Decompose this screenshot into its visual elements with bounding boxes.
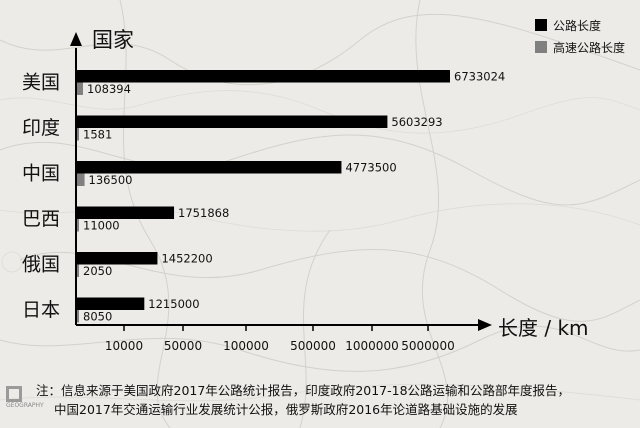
highway-length-bar bbox=[77, 82, 84, 95]
footnote-line-2: 中国2017年交通运输行业发展统计公报，俄罗斯政府2016年论道路基础设施的发展 bbox=[54, 402, 518, 417]
highway-length-data-label: 2050 bbox=[83, 264, 112, 278]
legend-item-highway-length: 高速公路长度 bbox=[535, 36, 625, 58]
category-label: 印度 bbox=[22, 117, 60, 139]
road-length-bar bbox=[77, 206, 175, 219]
highway-length-data-label: 8050 bbox=[83, 310, 112, 324]
watermark-logo-icon bbox=[6, 386, 22, 402]
highway-length-data-label: 136500 bbox=[89, 173, 133, 187]
y-axis-arrow bbox=[70, 32, 82, 46]
highway-length-bar bbox=[77, 264, 79, 277]
x-axis-title: 长度 / km bbox=[498, 316, 589, 340]
geography-watermark: GEOGRAPHY bbox=[6, 386, 44, 416]
x-axis-arrow bbox=[478, 319, 492, 331]
road-length-data-label: 1215000 bbox=[148, 297, 199, 311]
legend-label-highway-length: 高速公路长度 bbox=[553, 40, 626, 55]
chart-legend: 公路长度 高速公路长度 bbox=[535, 14, 625, 58]
highway-length-bar bbox=[77, 219, 79, 232]
road-length-bar bbox=[77, 252, 158, 265]
highway-length-bar bbox=[77, 173, 85, 186]
legend-item-road-length: 公路长度 bbox=[535, 14, 625, 36]
x-tick-label: 1000000 bbox=[345, 339, 398, 353]
category-label: 俄国 bbox=[22, 254, 60, 276]
road-length-data-label: 6733024 bbox=[454, 70, 505, 84]
road-length-data-label: 5603293 bbox=[391, 115, 442, 129]
legend-swatch-road-length bbox=[535, 19, 547, 31]
watermark-text: GEOGRAPHY bbox=[6, 402, 44, 409]
x-tick-label: 500000 bbox=[290, 339, 336, 353]
road-length-bar bbox=[77, 70, 450, 83]
road-length-bar bbox=[77, 297, 145, 310]
highway-length-bar bbox=[77, 128, 79, 141]
road-length-data-label: 4773500 bbox=[345, 161, 396, 175]
category-label: 日本 bbox=[22, 299, 60, 321]
x-tick-label: 100000 bbox=[223, 339, 269, 353]
road-length-bar bbox=[77, 161, 342, 174]
highway-length-bar bbox=[77, 310, 79, 323]
legend-swatch-highway-length bbox=[535, 41, 547, 53]
road-length-data-label: 1452200 bbox=[161, 252, 212, 266]
chart-footnote: 注：信息来源于美国政府2017年公路统计报告，印度政府2017-18公路运输和公… bbox=[36, 381, 570, 419]
footnote-line-1: 注：信息来源于美国政府2017年公路统计报告，印度政府2017-18公路运输和公… bbox=[36, 383, 571, 398]
category-label: 巴西 bbox=[22, 208, 60, 230]
legend-label-road-length: 公路长度 bbox=[553, 18, 602, 33]
chart-axes bbox=[70, 32, 492, 331]
highway-length-data-label: 1581 bbox=[83, 128, 112, 142]
category-label: 美国 bbox=[22, 72, 60, 94]
x-tick-label: 10000 bbox=[105, 339, 143, 353]
category-label: 中国 bbox=[22, 163, 60, 185]
x-tick-label: 50000 bbox=[164, 339, 202, 353]
highway-length-data-label: 108394 bbox=[87, 82, 131, 96]
highway-length-data-label: 11000 bbox=[83, 219, 120, 233]
road-length-bar bbox=[77, 115, 388, 128]
y-axis-title: 国家 bbox=[92, 28, 134, 52]
road-length-data-label: 1751868 bbox=[178, 206, 229, 220]
x-tick-label: 5000000 bbox=[401, 339, 454, 353]
